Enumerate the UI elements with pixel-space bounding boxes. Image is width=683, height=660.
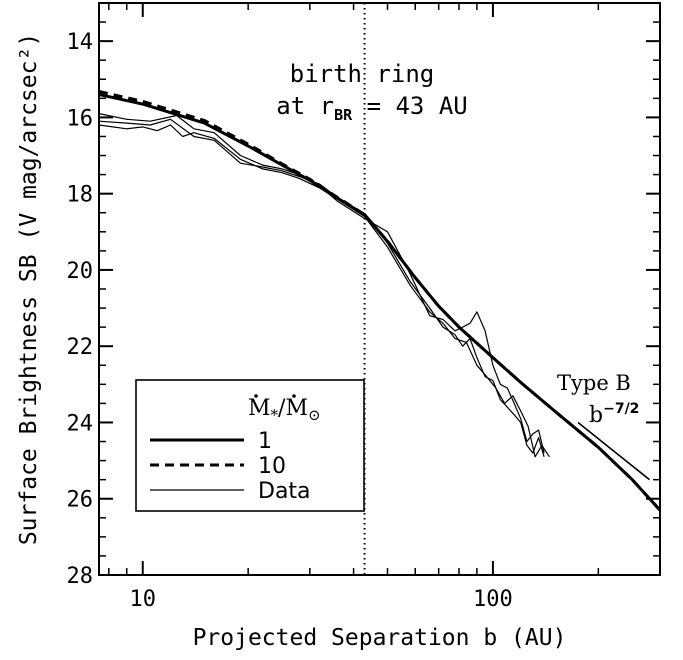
legend-box xyxy=(135,379,365,512)
legend-entry-label: 1 xyxy=(258,429,272,454)
legend-title: M*/M⊙ xyxy=(248,396,321,424)
legend-title-dot xyxy=(292,394,296,398)
legend-title-sun-subscript: ⊙ xyxy=(308,406,321,424)
birth-ring-radius-label: at rBR = 43 AU xyxy=(276,92,467,124)
data-line xyxy=(99,118,545,457)
y-tick-label: 22 xyxy=(67,335,94,360)
y-tick-label: 14 xyxy=(67,30,94,55)
y-axis-label: Surface Brightness SB (V mag/arcsec²) xyxy=(16,33,42,545)
birth-ring-label: birth ring xyxy=(290,60,435,88)
legend-title-separator: / xyxy=(278,396,286,421)
x-axis-label: Projected Separation b (AU) xyxy=(193,625,567,651)
legend-entry-label: Data xyxy=(258,479,311,504)
birth-ring-radius-prefix: at r xyxy=(276,92,334,120)
legend-entry-label: 10 xyxy=(258,454,286,479)
type-b-slope-base: b xyxy=(589,403,603,428)
type-b-label: Type B xyxy=(557,371,631,395)
y-tick-label: 28 xyxy=(67,564,94,589)
type-b-slope-exponent: −7/2 xyxy=(603,401,639,417)
axes: 14 16 18 20 22 24 26 28 10 100 Projected Separatio… xyxy=(16,2,661,651)
birth-ring-radius-subscript: BR xyxy=(334,106,353,124)
y-tick-label: 20 xyxy=(67,259,94,284)
x-tick-label: 10 xyxy=(130,587,157,612)
y-tick-label: 18 xyxy=(67,183,94,208)
y-tick-label: 26 xyxy=(67,488,94,513)
x-tick-label: 100 xyxy=(473,587,513,612)
legend-title-star-subscript: * xyxy=(271,406,279,424)
model-line-10 xyxy=(99,90,660,512)
y-tick-label: 24 xyxy=(67,411,94,436)
type-b-slope-line xyxy=(577,421,651,481)
legend-title-dot xyxy=(254,394,258,398)
legend-title-mdot-star: M xyxy=(248,396,271,421)
data-series xyxy=(99,90,660,512)
type-b-slope-label: b−7/2 xyxy=(589,401,639,428)
data-line xyxy=(99,113,545,454)
data-line xyxy=(99,124,550,458)
annotations: birth ring at rBR = 43 AU Type B b−7/2 xyxy=(276,3,651,575)
birth-ring-radius-value: = 43 AU xyxy=(352,92,468,120)
y-tick-label: 16 xyxy=(67,106,94,131)
legend-title-mdot-sun: M xyxy=(285,396,308,421)
